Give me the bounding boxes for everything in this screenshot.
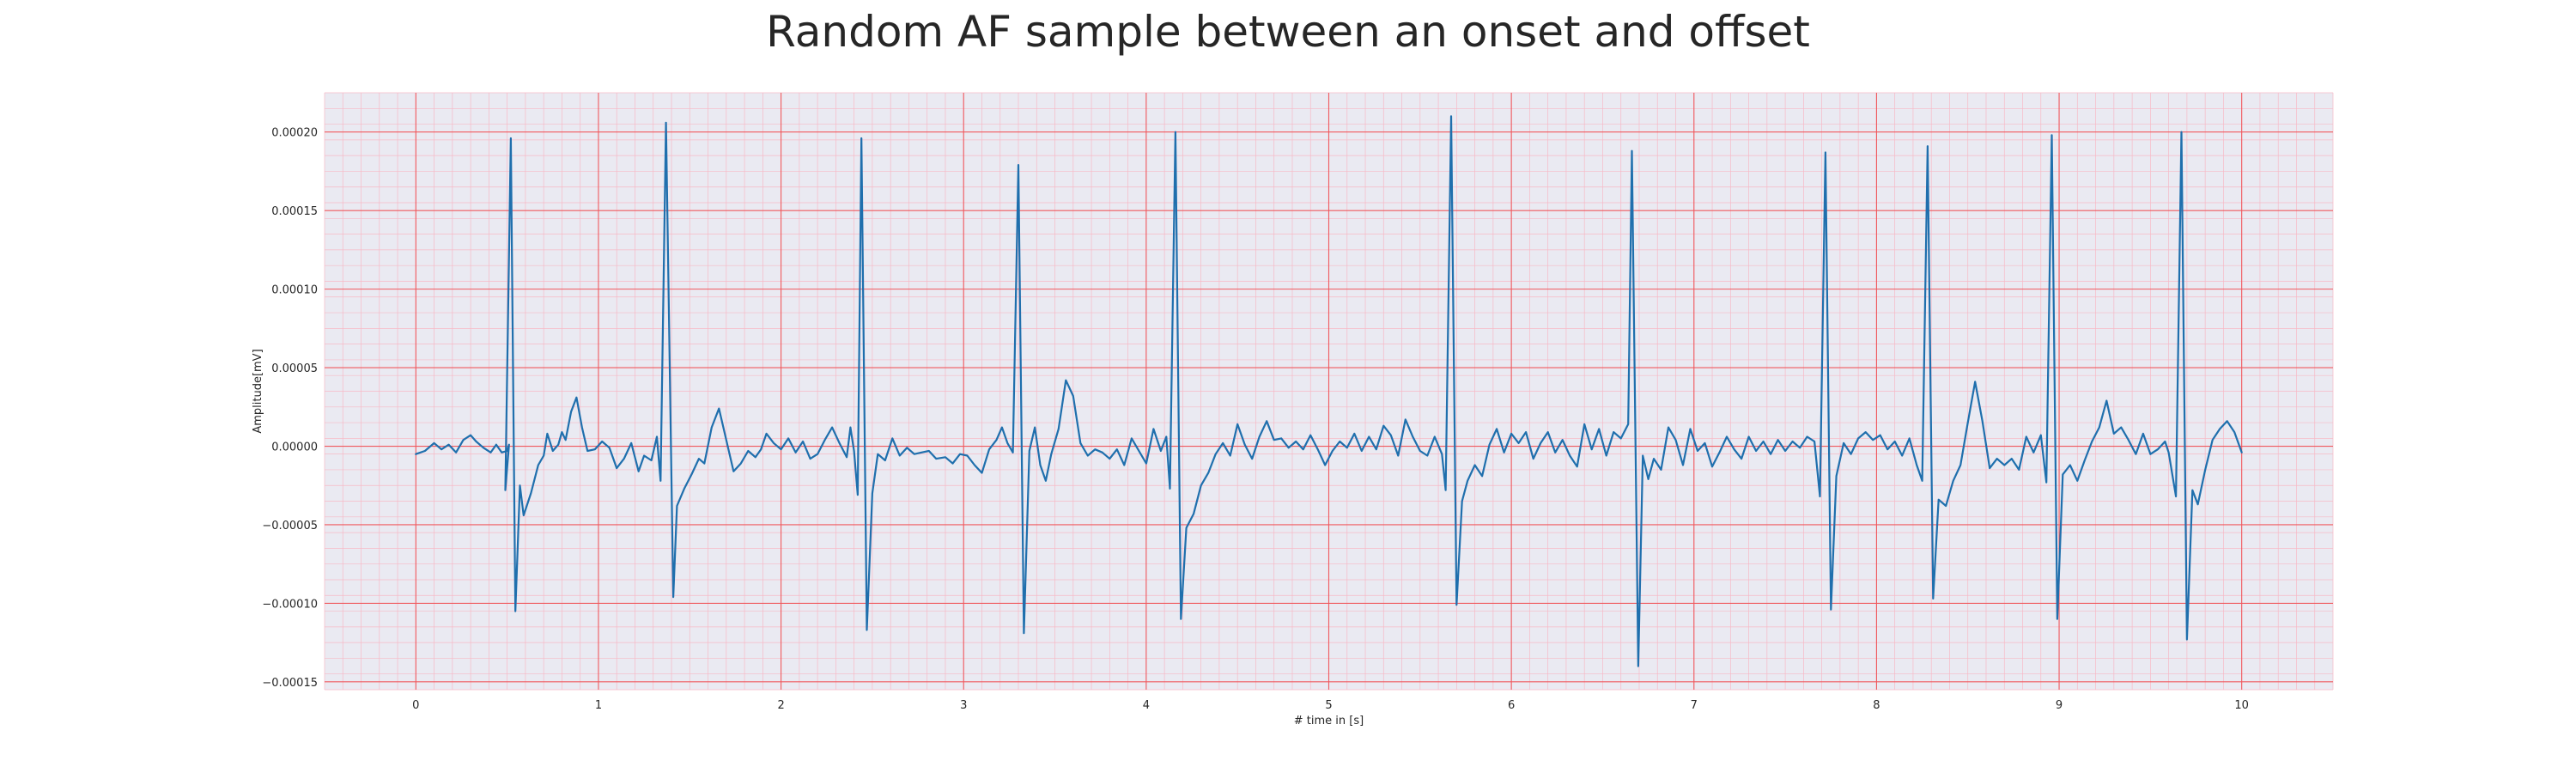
y-tick-label: 0.00010 [271, 284, 318, 297]
y-axis-label: Amplitude[mV] [252, 349, 264, 433]
y-tick-labels: −0.00015 −0.00010 −0.00005 0.00000 0.00005 0.… [262, 127, 318, 690]
x-tick-label: 2 [777, 699, 784, 712]
x-tick-label: 6 [1508, 699, 1515, 712]
x-tick-label: 10 [2234, 699, 2249, 712]
major-grid [325, 93, 2333, 690]
x-tick-label: 9 [2056, 699, 2063, 712]
x-tick-label: 8 [1873, 699, 1880, 712]
x-tick-label: 1 [595, 699, 602, 712]
y-tick-label: 0.00000 [271, 441, 318, 454]
x-tick-label: 0 [412, 699, 419, 712]
y-tick-label: −0.00005 [262, 520, 318, 533]
chart-title: Random AF sample between an onset and of… [766, 7, 1810, 57]
y-tick-label: −0.00010 [262, 598, 318, 611]
x-tick-label: 7 [1691, 699, 1698, 712]
x-tick-labels: 0 1 2 3 4 5 6 7 8 9 10 [412, 699, 2249, 712]
x-axis-label: # time in [s] [1294, 715, 1364, 727]
series-line-0 [415, 115, 2243, 667]
y-tick-label: 0.00005 [271, 362, 318, 375]
y-tick-label: 0.00020 [271, 127, 318, 140]
x-tick-label: 3 [960, 699, 967, 712]
x-tick-label: 4 [1143, 699, 1150, 712]
y-tick-label: 0.00015 [271, 205, 318, 218]
series-line-layer [415, 115, 2243, 667]
x-tick-label: 5 [1325, 699, 1332, 712]
y-tick-label: −0.00015 [262, 677, 318, 690]
